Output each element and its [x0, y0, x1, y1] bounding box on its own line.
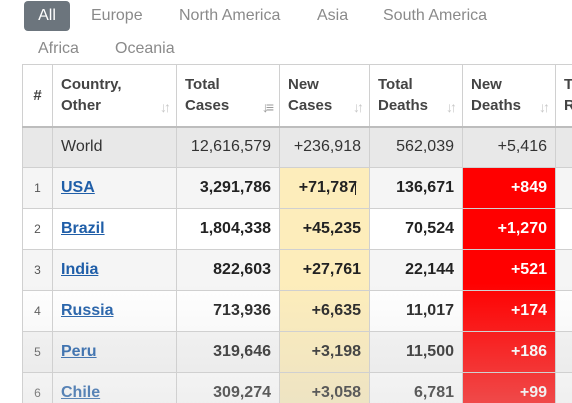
text-cursor-icon: [355, 180, 361, 195]
sort-desc-icon[interactable]: ↓≡: [261, 99, 274, 115]
tab-asia[interactable]: Asia: [317, 7, 349, 24]
country-link-brazil[interactable]: Brazil: [61, 220, 105, 237]
tab-africa[interactable]: Africa: [38, 40, 79, 57]
country-link-usa[interactable]: USA: [61, 179, 95, 196]
header-total-deaths[interactable]: Total Deaths ↓↑: [369, 64, 463, 128]
header-country[interactable]: Country, Other ↓↑: [52, 64, 177, 128]
table-row: 1 USA 3,291,786 +71,787 136,671 +849: [22, 167, 572, 209]
country-link-india[interactable]: India: [61, 261, 99, 278]
tab-oceania[interactable]: Oceania: [115, 40, 175, 57]
sort-icon[interactable]: ↓↑: [539, 99, 550, 115]
sort-icon[interactable]: ↓↑: [446, 99, 457, 115]
cases-table-container: # Country, Other ↓↑ Total Cases ↓≡ New Cases ↓…: [22, 64, 572, 403]
table-row: 2 Brazil 1,804,338 +45,235 70,524 +1,270: [22, 208, 572, 250]
country-link-chile[interactable]: Chile: [61, 384, 101, 401]
header-rank[interactable]: #: [22, 64, 53, 128]
cases-table: # Country, Other ↓↑ Total Cases ↓≡ New Cases ↓…: [22, 64, 572, 403]
table-row: 6 Chile 309,274 +3,058 6,781 +99: [22, 372, 572, 403]
tab-all[interactable]: All: [24, 1, 70, 31]
tab-south-america[interactable]: South America: [383, 7, 488, 24]
header-new-cases[interactable]: New Cases ↓↑: [279, 64, 370, 128]
tab-europe[interactable]: Europe: [91, 7, 143, 24]
sort-icon[interactable]: ↓↑: [160, 99, 171, 115]
world-total-row: World 12,616,579 +236,918 562,039 +5,416: [22, 126, 572, 168]
country-link-russia[interactable]: Russia: [61, 302, 114, 319]
header-new-deaths[interactable]: New Deaths ↓↑: [462, 64, 556, 128]
header-total-cases[interactable]: Total Cases ↓≡: [176, 64, 280, 128]
country-link-peru[interactable]: Peru: [61, 343, 97, 360]
tab-north-america[interactable]: North America: [179, 7, 281, 24]
world-label: World: [52, 126, 177, 168]
table-row: 5 Peru 319,646 +3,198 11,500 +186: [22, 331, 572, 373]
table-header-row: # Country, Other ↓↑ Total Cases ↓≡ New Cases ↓…: [22, 64, 572, 128]
table-row: 3 India 822,603 +27,761 22,144 +521: [22, 249, 572, 291]
sort-icon[interactable]: ↓↑: [353, 99, 364, 115]
header-next-column[interactable]: TR: [555, 64, 572, 128]
region-tabs: All Europe North America Asia South Amer…: [0, 0, 572, 64]
table-row: 4 Russia 713,936 +6,635 11,017 +174: [22, 290, 572, 332]
